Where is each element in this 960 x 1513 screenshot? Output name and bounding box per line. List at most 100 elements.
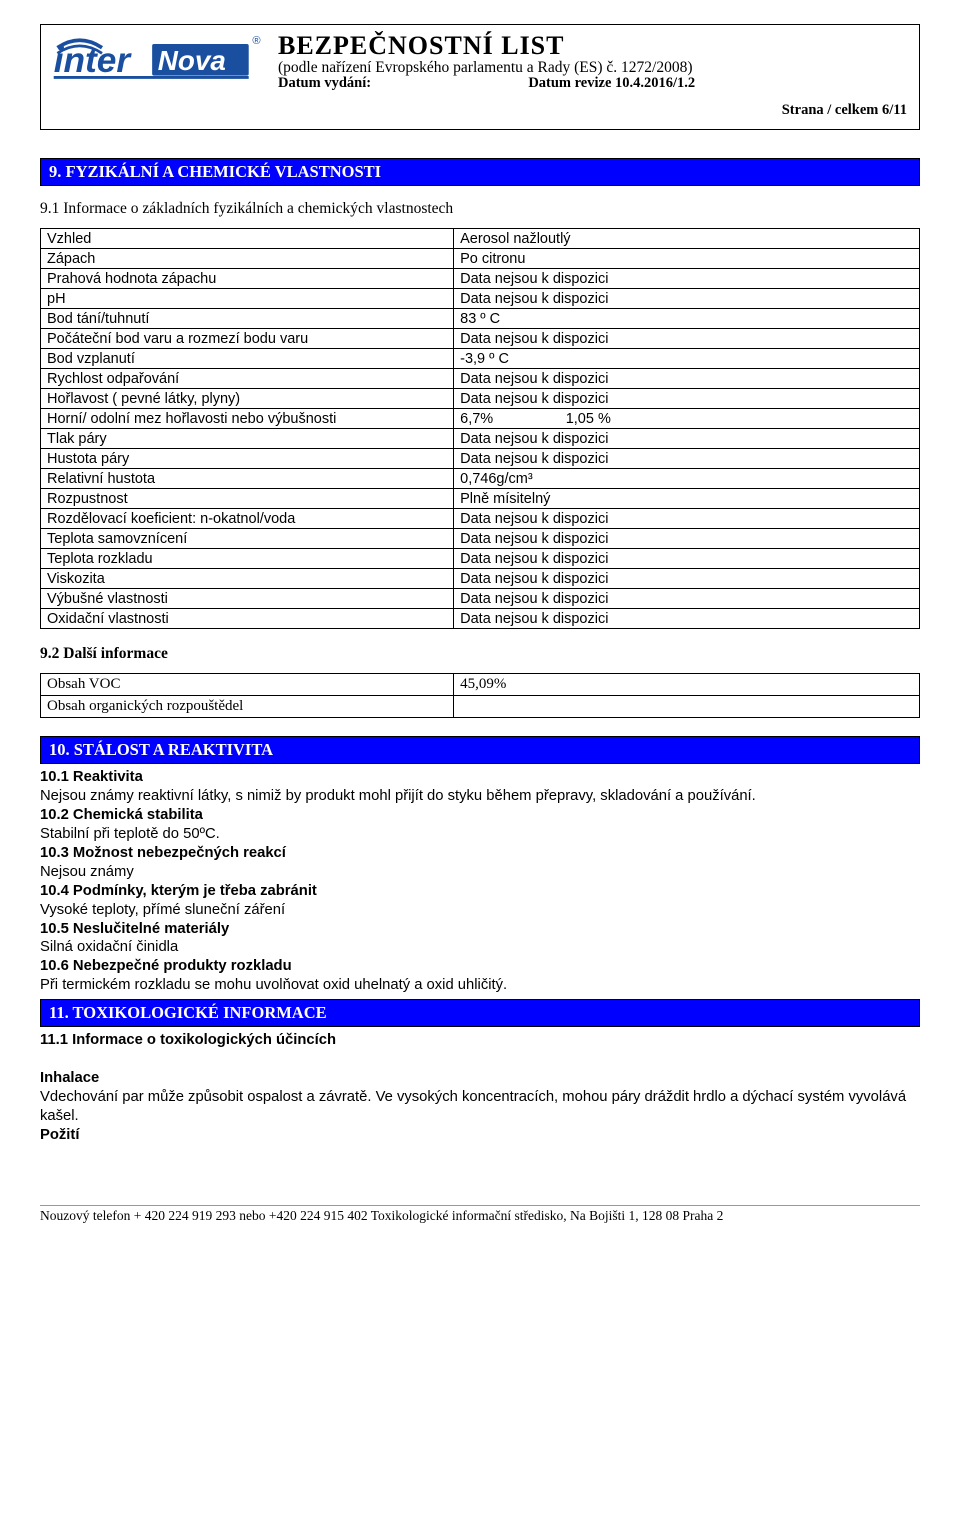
section-11-body: 11.1 Informace o toxikologických účincíc…: [40, 1031, 920, 1145]
property-key: Teplota samovznícení: [41, 529, 454, 549]
property-value: Data nejsou k dispozici: [454, 509, 920, 529]
property-key: Prahová hodnota zápachu: [41, 269, 454, 289]
property-value: 6,7% 1,05 %: [454, 409, 920, 429]
s10-6-h: 10.6 Nebezpečné produkty rozkladu: [40, 958, 292, 974]
table-row: Horní/ odolní mez hořlavosti nebo výbušn…: [41, 409, 920, 429]
table-row: Rozdělovací koeficient: n-okatnol/vodaDa…: [41, 509, 920, 529]
table-row: Počáteční bod varu a rozmezí bodu varuDa…: [41, 329, 920, 349]
s10-3-t: Nejsou známy: [40, 864, 134, 880]
property-key: Relativní hustota: [41, 469, 454, 489]
section-9-2-heading: 9.2 Další informace: [40, 645, 920, 663]
property-value: -3,9 º C: [454, 349, 920, 369]
property-key: Hustota páry: [41, 449, 454, 469]
s10-3-h: 10.3 Možnost nebezpečných reakcí: [40, 845, 286, 861]
table-row: Tlak páryData nejsou k dispozici: [41, 429, 920, 449]
section-10-body: 10.1 Reaktivita Nejsou známy reaktivní l…: [40, 768, 920, 995]
table-row: Bod vzplanutí-3,9 º C: [41, 349, 920, 369]
doc-main-title: BEZPEČNOSTNÍ LIST: [278, 31, 907, 61]
table-row: Teplota rozkladuData nejsou k dispozici: [41, 549, 920, 569]
table-row: RozpustnostPlně mísitelný: [41, 489, 920, 509]
property-value: Data nejsou k dispozici: [454, 569, 920, 589]
section-9-bar: 9. FYZIKÁLNÍ A CHEMICKÉ VLASTNOSTI: [40, 158, 920, 186]
table-row: pHData nejsou k dispozici: [41, 289, 920, 309]
voc-value: 45,09%: [454, 674, 920, 696]
table-row: Teplota samovzníceníData nejsou k dispoz…: [41, 529, 920, 549]
doc-dates: Datum vydání: Datum revize 10.4.2016/1.2: [278, 75, 907, 92]
property-key: Bod vzplanutí: [41, 349, 454, 369]
property-key: Horní/ odolní mez hořlavosti nebo výbušn…: [41, 409, 454, 429]
property-key: Zápach: [41, 249, 454, 269]
inhalace-h: Inhalace: [40, 1070, 99, 1086]
property-key: Hořlavost ( pevné látky, plyny): [41, 389, 454, 409]
s10-6-t: Při termickém rozkladu se mohu uvolňovat…: [40, 977, 507, 993]
property-key: Bod tání/tuhnutí: [41, 309, 454, 329]
table-row: Hustota páryData nejsou k dispozici: [41, 449, 920, 469]
property-key: Teplota rozkladu: [41, 549, 454, 569]
document-header: inter Nova ® BEZPEČNOSTNÍ LIST (podle na…: [40, 24, 920, 130]
s10-2-t: Stabilní při teplotě do 50ºC.: [40, 826, 220, 842]
property-value: Po citronu: [454, 249, 920, 269]
s10-5-h: 10.5 Neslučitelné materiály: [40, 921, 229, 937]
property-key: Viskozita: [41, 569, 454, 589]
property-value: Data nejsou k dispozici: [454, 369, 920, 389]
date-rev-label: Datum revize 10.4.2016/1.2: [528, 75, 695, 91]
svg-text:Nova: Nova: [158, 45, 226, 76]
voc-label: Obsah VOC: [41, 674, 454, 696]
section-10-bar: 10. STÁLOST A REAKTIVITA: [40, 736, 920, 764]
table-row: VzhledAerosol nažloutlý: [41, 229, 920, 249]
property-key: Vzhled: [41, 229, 454, 249]
property-key: Počáteční bod varu a rozmezí bodu varu: [41, 329, 454, 349]
property-value: Data nejsou k dispozici: [454, 589, 920, 609]
table-row: ViskozitaData nejsou k dispozici: [41, 569, 920, 589]
property-value: Data nejsou k dispozici: [454, 429, 920, 449]
property-key: Rychlost odpařování: [41, 369, 454, 389]
voc-table: Obsah VOC 45,09% Obsah organických rozpo…: [40, 673, 920, 718]
table-row: Relativní hustota0,746g/cm³: [41, 469, 920, 489]
s10-4-h: 10.4 Podmínky, kterým je třeba zabránit: [40, 883, 317, 899]
property-value: 0,746g/cm³: [454, 469, 920, 489]
property-key: Rozpustnost: [41, 489, 454, 509]
properties-table: VzhledAerosol nažloutlýZápachPo citronuP…: [40, 228, 920, 629]
property-value: Data nejsou k dispozici: [454, 269, 920, 289]
svg-text:®: ®: [252, 35, 261, 47]
property-value: Data nejsou k dispozici: [454, 389, 920, 409]
table-row: Prahová hodnota zápachuData nejsou k dis…: [41, 269, 920, 289]
logo: inter Nova ®: [53, 31, 268, 83]
property-key: Tlak páry: [41, 429, 454, 449]
s10-4-t: Vysoké teploty, přímé sluneční záření: [40, 902, 285, 918]
s11-1-h: 11.1 Informace o toxikologických účincíc…: [40, 1032, 336, 1048]
s10-5-t: Silná oxidační činidla: [40, 939, 178, 955]
property-value: Data nejsou k dispozici: [454, 289, 920, 309]
property-value: 83 º C: [454, 309, 920, 329]
poziti-h: Požití: [40, 1127, 79, 1143]
table-row: ZápachPo citronu: [41, 249, 920, 269]
table-row: Bod tání/tuhnutí83 º C: [41, 309, 920, 329]
solvents-value: [454, 696, 920, 718]
property-key: Oxidační vlastnosti: [41, 609, 454, 629]
property-key: pH: [41, 289, 454, 309]
property-value: Data nejsou k dispozici: [454, 609, 920, 629]
property-value: Data nejsou k dispozici: [454, 549, 920, 569]
property-value: Data nejsou k dispozici: [454, 529, 920, 549]
section-9-1-heading: 9.1 Informace o základních fyzikálních a…: [40, 200, 920, 218]
date-issue-label: Datum vydání:: [278, 75, 371, 91]
s10-2-h: 10.2 Chemická stabilita: [40, 807, 203, 823]
solvents-label: Obsah organických rozpouštědel: [41, 696, 454, 718]
svg-text:inter: inter: [54, 41, 133, 80]
section-11-bar: 11. TOXIKOLOGICKÉ INFORMACE: [40, 999, 920, 1027]
table-row: Výbušné vlastnostiData nejsou k dispozic…: [41, 589, 920, 609]
table-row: Obsah VOC 45,09%: [41, 674, 920, 696]
s10-1-t: Nejsou známy reaktivní látky, s nimiž by…: [40, 788, 756, 804]
table-row: Obsah organických rozpouštědel: [41, 696, 920, 718]
property-value: Data nejsou k dispozici: [454, 329, 920, 349]
table-row: Hořlavost ( pevné látky, plyny)Data nejs…: [41, 389, 920, 409]
property-key: Rozdělovací koeficient: n-okatnol/voda: [41, 509, 454, 529]
table-row: Rychlost odpařováníData nejsou k dispozi…: [41, 369, 920, 389]
page-counter: Strana / celkem 6/11: [53, 102, 907, 119]
property-key: Výbušné vlastnosti: [41, 589, 454, 609]
footer-emergency: Nouzový telefon + 420 224 919 293 nebo +…: [40, 1205, 920, 1224]
s10-1-h: 10.1 Reaktivita: [40, 769, 143, 785]
property-value: Data nejsou k dispozici: [454, 449, 920, 469]
property-value: Aerosol nažloutlý: [454, 229, 920, 249]
table-row: Oxidační vlastnostiData nejsou k dispozi…: [41, 609, 920, 629]
